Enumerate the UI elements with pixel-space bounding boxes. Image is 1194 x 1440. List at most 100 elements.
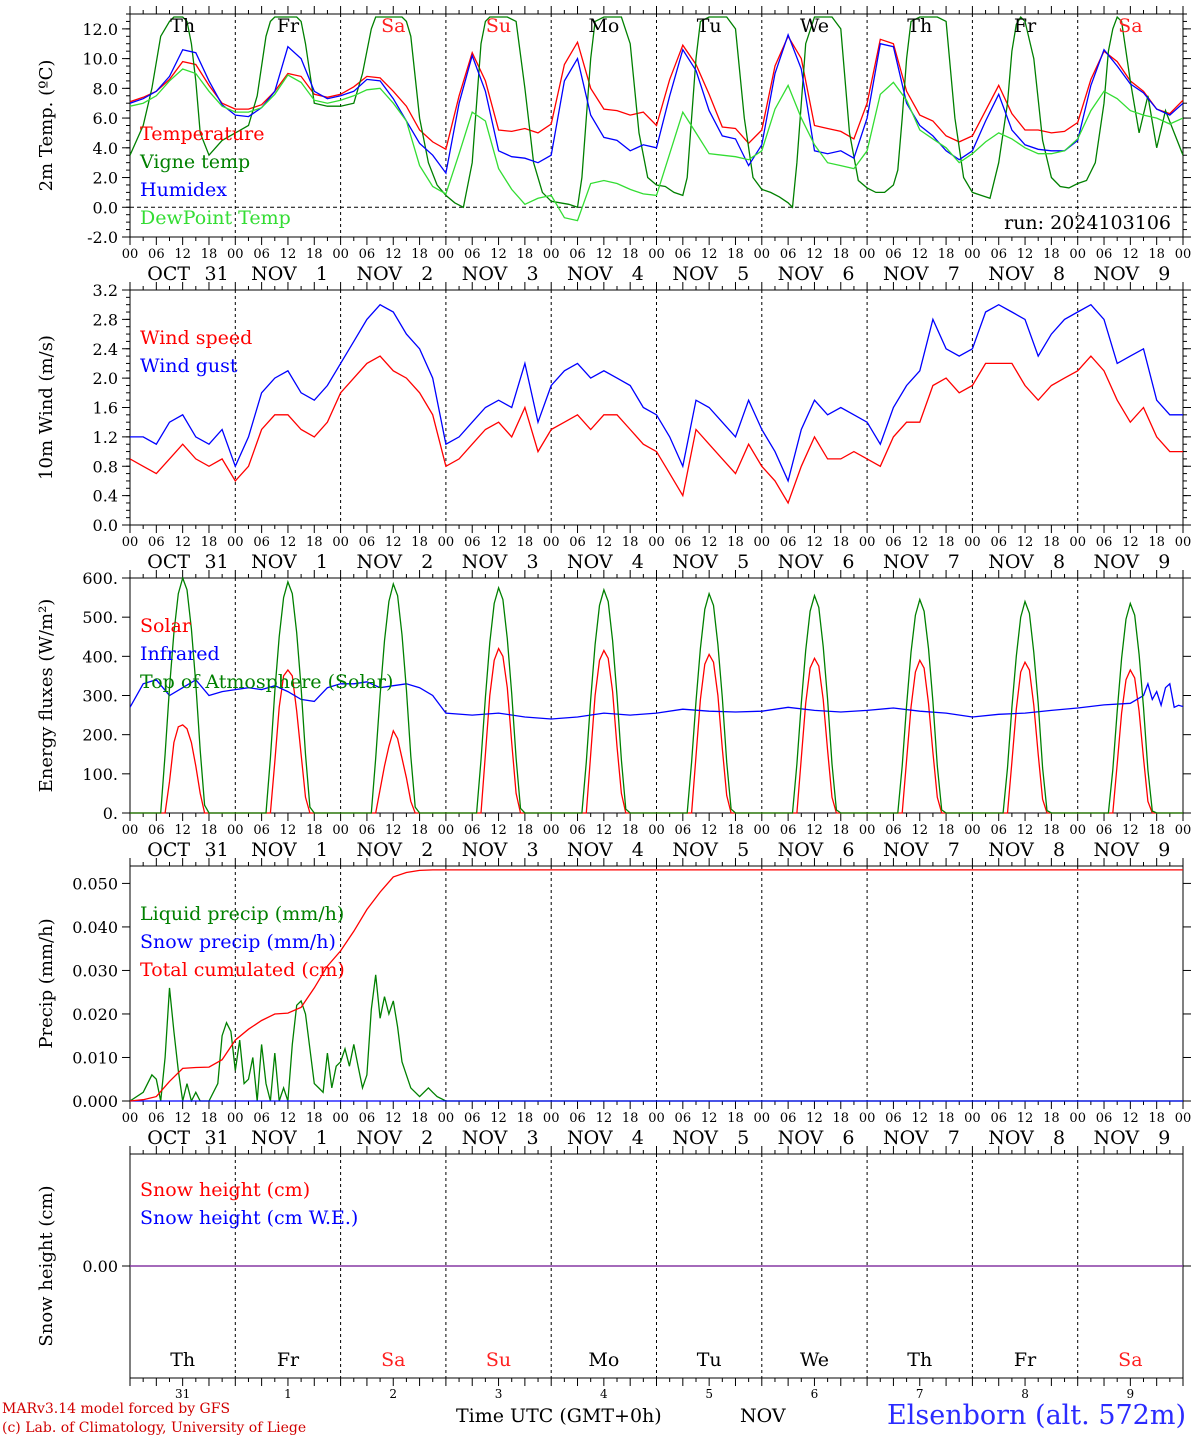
hour-tick-label: 00	[1175, 1111, 1192, 1126]
date-month-label: NOV	[778, 551, 824, 573]
hour-tick-label: 06	[1096, 1111, 1113, 1126]
weekday-label: Sa	[381, 1349, 405, 1371]
day-number-label: 6	[811, 1387, 819, 1401]
date-month-label: NOV	[988, 839, 1034, 861]
weekday-label: Mo	[588, 15, 619, 37]
y-tick-label: -2.0	[87, 228, 118, 247]
y-axis-label: Snow height (cm)	[36, 1185, 57, 1346]
date-day-label: 6	[842, 551, 854, 573]
weekday-label: Th	[907, 1349, 932, 1371]
hour-tick-label: 18	[1148, 823, 1165, 838]
hour-tick-label: 12	[490, 247, 507, 262]
hour-tick-label: 06	[569, 535, 586, 550]
date-month-label: NOV	[988, 1127, 1034, 1149]
hour-tick-label: 00	[332, 823, 349, 838]
legend-entry: Solar	[140, 615, 192, 637]
date-day-label: 31	[205, 551, 229, 573]
date-day-label: 7	[948, 1127, 960, 1149]
hour-tick-label: 12	[1017, 823, 1034, 838]
panel-3: 0. 100. 200. 300. 400. 500. 600. Energy fluxes …	[36, 569, 1191, 861]
hour-tick-label: 06	[359, 823, 376, 838]
weekday-label: Fr	[277, 15, 300, 37]
y-tick-label: 12.0	[82, 20, 118, 39]
hour-tick-label: 06	[253, 247, 270, 262]
hour-tick-label: 12	[911, 1111, 928, 1126]
hour-tick-label: 12	[280, 1111, 297, 1126]
hour-tick-label: 06	[885, 535, 902, 550]
hour-tick-label: 06	[148, 1111, 165, 1126]
date-day-label: 6	[842, 263, 854, 285]
hour-tick-label: 18	[938, 535, 955, 550]
y-axis-label: Precip (mm/h)	[36, 918, 57, 1048]
hour-tick-label: 18	[833, 1111, 850, 1126]
hour-tick-label: 06	[359, 1111, 376, 1126]
day-number-label: 2	[389, 1387, 397, 1401]
hour-tick-label: 12	[911, 535, 928, 550]
hour-tick-label: 00	[1175, 247, 1192, 262]
legend-entry: Total cumulated (cm)	[140, 959, 345, 981]
run-annotation: run: 2024103106	[1004, 212, 1171, 234]
date-day-label: 4	[632, 1127, 644, 1149]
y-tick-label: 300.	[82, 687, 118, 706]
hour-tick-label: 12	[385, 823, 402, 838]
date-day-label: 9	[1158, 551, 1170, 573]
hour-tick-label: 06	[359, 247, 376, 262]
hour-tick-label: 00	[859, 823, 876, 838]
hour-tick-label: 18	[1043, 1111, 1060, 1126]
y-tick-label: 100.	[82, 765, 118, 784]
hour-tick-label: 06	[990, 535, 1007, 550]
series-line	[130, 303, 1183, 483]
hour-tick-label: 12	[490, 1111, 507, 1126]
copyright-credit: (c) Lab. of Climatology, University of L…	[2, 1420, 307, 1436]
date-day-label: 9	[1158, 839, 1170, 861]
hour-tick-label: 12	[1017, 247, 1034, 262]
hour-tick-label: 00	[648, 247, 665, 262]
date-day-label: 8	[1053, 551, 1065, 573]
hour-tick-label: 06	[148, 247, 165, 262]
hour-tick-label: 06	[780, 535, 797, 550]
hour-tick-label: 06	[675, 247, 692, 262]
hour-tick-label: 12	[174, 535, 191, 550]
hour-tick-label: 12	[596, 823, 613, 838]
weekday-label: Fr	[277, 1349, 300, 1371]
hour-tick-label: 00	[648, 1111, 665, 1126]
hour-tick-label: 06	[464, 1111, 481, 1126]
hour-tick-label: 06	[780, 247, 797, 262]
model-credit: MARv3.14 model forced by GFS	[2, 1401, 231, 1417]
date-month-label: NOV	[356, 1127, 402, 1149]
legend-entry: Wind gust	[140, 355, 238, 377]
hour-tick-label: 12	[1017, 1111, 1034, 1126]
hour-tick-label: 00	[543, 1111, 560, 1126]
date-month-label: NOV	[462, 263, 508, 285]
panel-1: -2.0 0.0 2.0 4.0 6.0 8.0 10.0 12.0 2m Temp. (ºC)…	[36, 6, 1191, 285]
hour-tick-label: 00	[754, 247, 771, 262]
date-month-label: NOV	[883, 1127, 929, 1149]
hour-tick-label: 18	[201, 823, 218, 838]
hour-tick-label: 06	[675, 1111, 692, 1126]
y-tick-label: 0.050	[72, 874, 118, 893]
date-month-label: NOV	[778, 1127, 824, 1149]
hour-tick-label: 18	[411, 823, 428, 838]
date-month-label: OCT	[147, 839, 190, 861]
weekday-label: We	[800, 15, 829, 37]
date-month-label: NOV	[1094, 839, 1140, 861]
hour-tick-label: 12	[911, 247, 928, 262]
hour-tick-label: 00	[1069, 823, 1086, 838]
hour-tick-label: 06	[464, 247, 481, 262]
date-month-label: NOV	[251, 263, 297, 285]
hour-tick-label: 00	[122, 247, 139, 262]
date-month-label: NOV	[1094, 1127, 1140, 1149]
hour-tick-label: 06	[253, 1111, 270, 1126]
hour-tick-label: 18	[306, 535, 323, 550]
month-label: NOV	[740, 1405, 786, 1427]
date-day-label: 4	[632, 263, 644, 285]
day-number-label: 3	[495, 1387, 503, 1401]
series-line	[130, 577, 1183, 814]
hour-tick-label: 00	[227, 823, 244, 838]
hour-tick-label: 00	[438, 247, 455, 262]
day-number-label: 31	[175, 1387, 190, 1401]
legend-entry: DewPoint Temp	[140, 207, 291, 229]
y-tick-label: 8.0	[93, 79, 118, 98]
date-day-label: 31	[205, 839, 229, 861]
legend-entry: Wind speed	[140, 327, 252, 349]
